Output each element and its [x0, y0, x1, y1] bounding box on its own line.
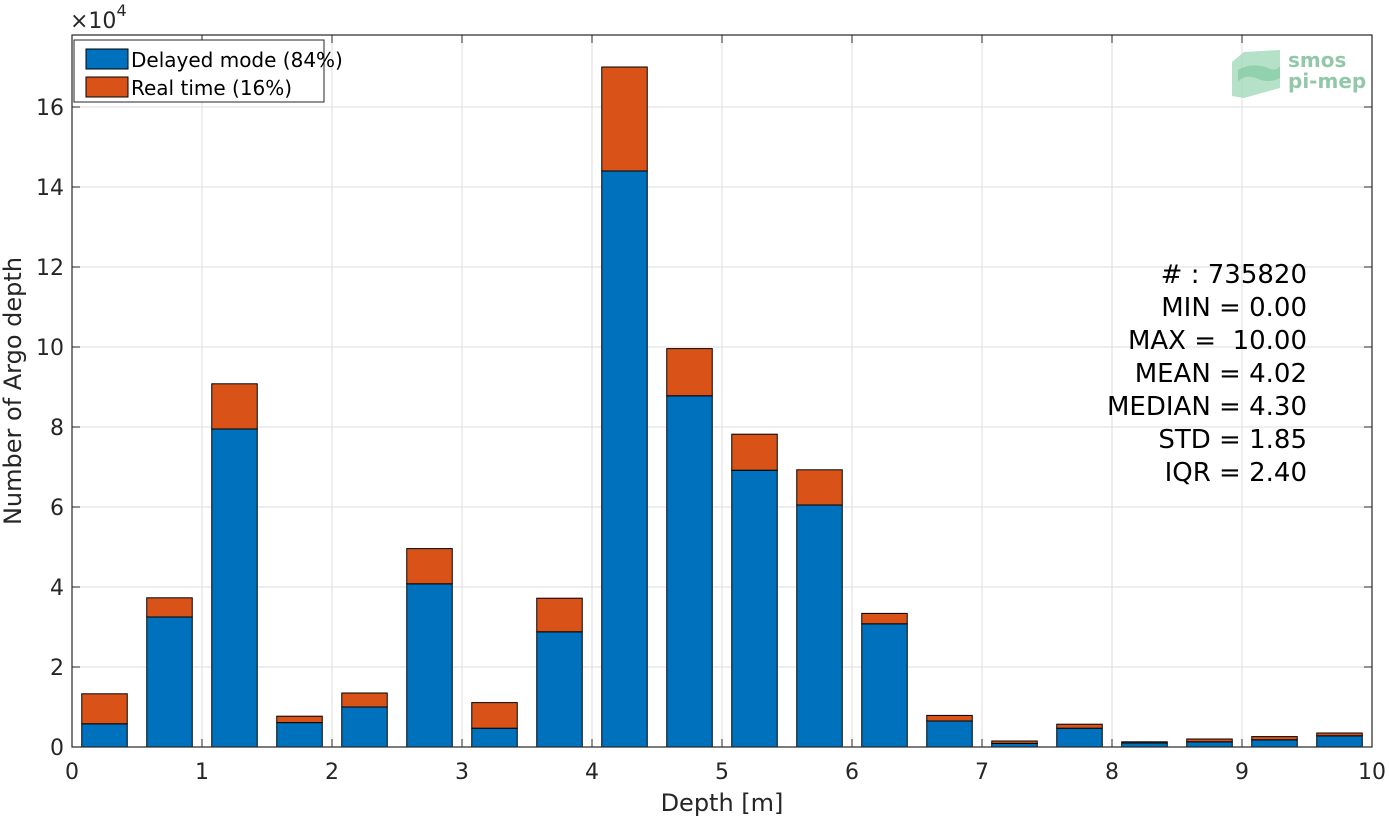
bar-realtime-9 — [666, 348, 713, 397]
legend: Delayed mode (84%) Real time (16%) — [73, 39, 343, 103]
bar-realtime-19 — [1316, 732, 1363, 737]
y-tick-label: 0 — [50, 736, 64, 761]
y-tick-label: 16 — [36, 96, 64, 121]
grid-lines — [71, 35, 1373, 748]
bar-realtime-11 — [796, 469, 843, 506]
stat-line: MEAN = 4.02 — [1135, 359, 1307, 389]
bar-delayed-8 — [601, 170, 648, 748]
bar-realtime-17 — [1186, 738, 1233, 743]
legend-label-delayed: Delayed mode (84%) — [131, 48, 343, 72]
bar-realtime-10 — [731, 433, 778, 471]
x-tick-label: 7 — [975, 760, 989, 785]
bar-realtime-14 — [991, 740, 1038, 744]
bar-delayed-15 — [1056, 727, 1103, 748]
bar-delayed-6 — [471, 727, 518, 748]
bar-realtime-13 — [926, 714, 973, 722]
bar-realtime-16 — [1121, 741, 1168, 744]
y-tick-label: 6 — [50, 496, 64, 521]
y-axis-exponent: ×104 — [70, 1, 127, 34]
y-axis-label: Number of Argo depth — [0, 257, 27, 525]
bar-delayed-11 — [796, 504, 843, 748]
x-tick-label: 2 — [325, 760, 339, 785]
exponent-base: ×10 — [70, 9, 116, 34]
y-tick-label: 10 — [36, 336, 64, 361]
x-tick-label: 4 — [585, 760, 599, 785]
x-axis-label: Depth [m] — [661, 789, 784, 817]
bar-delayed-18 — [1251, 739, 1298, 748]
x-tick-label: 9 — [1235, 760, 1249, 785]
bar-realtime-6 — [471, 702, 518, 729]
x-tick-label: 1 — [195, 760, 209, 785]
y-tick-label: 12 — [36, 256, 64, 281]
legend-swatch-delayed — [85, 48, 129, 70]
bar-realtime-0 — [81, 693, 128, 725]
bar-realtime-12 — [861, 612, 908, 625]
x-tick-label: 5 — [715, 760, 729, 785]
x-tick-label: 8 — [1105, 760, 1119, 785]
bar-delayed-9 — [666, 395, 713, 748]
bar-delayed-1 — [146, 616, 193, 748]
bar-delayed-12 — [861, 623, 908, 748]
logo-text-pimep: pi-mep — [1288, 69, 1366, 93]
y-tick-label: 2 — [50, 656, 64, 681]
bar-realtime-4 — [341, 692, 388, 708]
bar-delayed-0 — [81, 723, 128, 748]
bar-delayed-3 — [276, 722, 323, 748]
y-tick-label: 8 — [50, 416, 64, 441]
bar-delayed-13 — [926, 720, 973, 748]
smos-pimep-logo: smos pi-mep — [1232, 48, 1366, 98]
bar-delayed-10 — [731, 469, 778, 748]
bar-realtime-2 — [211, 383, 258, 430]
stat-line: IQR = 2.40 — [1165, 458, 1307, 488]
bar-realtime-1 — [146, 597, 193, 618]
legend-swatch-realtime — [85, 76, 129, 98]
bar-delayed-19 — [1316, 735, 1363, 748]
bar-realtime-18 — [1251, 736, 1298, 741]
stat-line: MAX = 10.00 — [1128, 326, 1307, 356]
bar-delayed-5 — [406, 583, 453, 748]
x-tick-label: 10 — [1358, 760, 1386, 785]
bar-realtime-8 — [601, 66, 648, 172]
y-tick-label: 4 — [50, 576, 64, 601]
stat-line: # : 735820 — [1161, 260, 1307, 290]
stat-line: STD = 1.85 — [1158, 425, 1307, 455]
stat-line: MIN = 0.00 — [1161, 293, 1307, 323]
legend-label-realtime: Real time (16%) — [131, 76, 292, 100]
bar-realtime-5 — [406, 548, 453, 585]
x-tick-label: 3 — [455, 760, 469, 785]
bar-realtime-3 — [276, 715, 323, 724]
stat-line: MEDIAN = 4.30 — [1107, 392, 1307, 422]
logo-text-smos: smos — [1288, 48, 1346, 72]
bar-realtime-7 — [536, 597, 583, 633]
bar-delayed-2 — [211, 428, 258, 748]
bar-series — [81, 66, 1363, 748]
y-tick-label: 14 — [36, 176, 64, 201]
bar-delayed-4 — [341, 706, 388, 748]
bar-delayed-7 — [536, 631, 583, 748]
bar-delayed-17 — [1186, 741, 1233, 748]
bar-realtime-15 — [1056, 723, 1103, 729]
x-tick-label: 6 — [845, 760, 859, 785]
exponent-power: 4 — [116, 1, 126, 20]
x-tick-label: 0 — [65, 760, 79, 785]
